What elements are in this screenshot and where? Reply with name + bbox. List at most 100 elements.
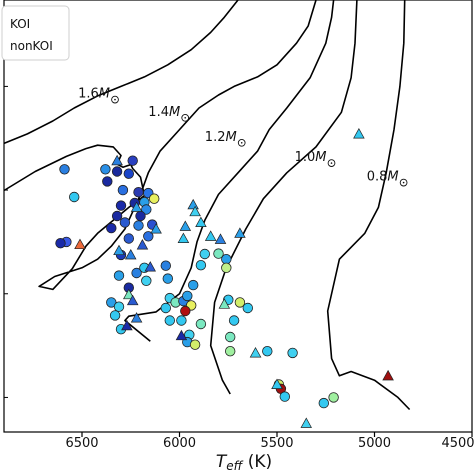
koi-point-35 xyxy=(162,273,174,284)
nonkoi-point-25 xyxy=(382,369,394,381)
koi-point-49 xyxy=(195,318,207,330)
nonkoi-point-11 xyxy=(150,223,162,234)
koi-point-53 xyxy=(213,248,224,259)
koi-point-20 xyxy=(111,210,123,222)
track-line-2 xyxy=(124,0,335,342)
track-line-0 xyxy=(3,0,239,145)
koi-point-1 xyxy=(68,191,80,203)
koi-point-65 xyxy=(279,391,291,402)
x-tick-label-0: 6500 xyxy=(65,436,98,451)
koi-point-18 xyxy=(133,220,144,231)
plot-frame xyxy=(3,0,473,433)
koi-point-42 xyxy=(182,290,193,302)
nonkoi-point-21 xyxy=(234,227,246,238)
x-tick-label-3: 5000 xyxy=(358,436,391,451)
nonkoi-point-13 xyxy=(187,198,199,210)
koi-point-13 xyxy=(148,193,160,204)
nonkoi-point-5 xyxy=(123,288,135,300)
tracks-layer xyxy=(3,0,411,411)
nonkoi-point-4 xyxy=(136,238,149,250)
koi-point-40 xyxy=(164,315,176,326)
solar-symbol-2 xyxy=(237,138,246,147)
nonkoi-point-20 xyxy=(218,298,231,309)
solar-symbol-0 xyxy=(111,95,119,104)
koi-point-61 xyxy=(224,346,236,357)
koi-point-44 xyxy=(180,305,191,317)
solar-symbol-3 xyxy=(327,159,336,167)
koi-point-45 xyxy=(176,315,187,326)
koi-point-54 xyxy=(221,254,232,265)
nonkoi-point-23 xyxy=(271,378,283,389)
koi-point-22 xyxy=(143,231,154,242)
x-tick-label-4: 4500 xyxy=(441,436,474,451)
nonkoi-point-1 xyxy=(74,238,86,250)
solar-symbol-1 xyxy=(181,113,190,122)
koi-point-66 xyxy=(328,392,339,403)
x-axis-label-main: T xyxy=(216,452,228,472)
koi-point-62 xyxy=(262,346,273,357)
koi-point-33 xyxy=(109,310,121,321)
koi-point-57 xyxy=(234,297,246,308)
koi-point-6 xyxy=(123,168,135,179)
points-layer xyxy=(55,127,394,428)
koi-point-24 xyxy=(106,222,117,234)
nonkoi-point-6 xyxy=(126,294,139,306)
nonkoi-point-12 xyxy=(179,220,192,231)
x-tick-label-2: 5500 xyxy=(260,436,293,451)
nonkoi-point-26 xyxy=(353,127,365,139)
koi-point-0 xyxy=(59,164,70,175)
nonkoi-point-10 xyxy=(130,201,143,212)
koi-point-51 xyxy=(199,248,211,260)
koi-point-39 xyxy=(160,302,172,314)
track-line-4 xyxy=(326,0,411,411)
koi-point-30 xyxy=(141,275,152,287)
track-line-3 xyxy=(209,0,358,395)
legend: KOI nonKOI xyxy=(1,5,70,61)
legend-entry-nonkoi: nonKOI xyxy=(10,39,53,53)
koi-point-3 xyxy=(55,237,66,249)
nonkoi-point-2 xyxy=(113,244,125,256)
koi-point-32 xyxy=(113,301,125,312)
koi-point-9 xyxy=(117,184,129,196)
koi-point-5 xyxy=(111,166,123,177)
koi-point-36 xyxy=(160,260,172,271)
koi-point-58 xyxy=(242,302,254,314)
koi-point-59 xyxy=(228,315,240,326)
nonkoi-point-22 xyxy=(249,346,262,358)
koi-point-8 xyxy=(102,176,113,187)
koi-point-19 xyxy=(119,217,131,228)
legend-box xyxy=(1,5,70,61)
x-tick-label-1: 6000 xyxy=(163,436,196,451)
track-labels-layer: 1.6M 1.4M 1.2M 1.0M 0.8M xyxy=(78,87,408,187)
koi-point-16 xyxy=(141,204,152,215)
track-label-2: 1.2M xyxy=(205,130,237,145)
solar-symbol-dot-1 xyxy=(184,117,187,119)
nonkoi-point-15 xyxy=(204,230,217,241)
track-line-1 xyxy=(3,0,317,291)
koi-point-50 xyxy=(187,279,199,291)
track-label-0: 1.6M xyxy=(78,87,110,102)
koi-point-52 xyxy=(195,260,207,271)
koi-point-48 xyxy=(189,339,201,350)
solar-symbol-4 xyxy=(399,178,408,187)
koi-point-7 xyxy=(127,155,138,166)
x-axis-label-sub: eff xyxy=(226,459,243,473)
koi-point-4 xyxy=(100,164,111,175)
koi-point-17 xyxy=(135,210,146,222)
track-label-3: 1.0M xyxy=(295,150,327,165)
koi-point-23 xyxy=(123,233,135,244)
x-axis-label-unit: (K) xyxy=(242,452,272,472)
nonkoi-point-17 xyxy=(214,233,227,244)
nonkoi-point-19 xyxy=(189,205,201,217)
nonkoi-point-7 xyxy=(121,319,133,331)
nonkoi-point-14 xyxy=(195,216,207,227)
koi-point-67 xyxy=(318,397,330,409)
legend-entry-koi: KOI xyxy=(10,17,30,31)
koi-point-10 xyxy=(133,186,144,198)
x-axis: 6500 6000 5500 5000 4500 xyxy=(4,85,474,451)
nonkoi-point-0 xyxy=(111,154,123,166)
nonkoi-point-8 xyxy=(130,312,143,323)
track-label-4: 0.8M xyxy=(367,170,399,185)
koi-point-68 xyxy=(287,347,298,359)
